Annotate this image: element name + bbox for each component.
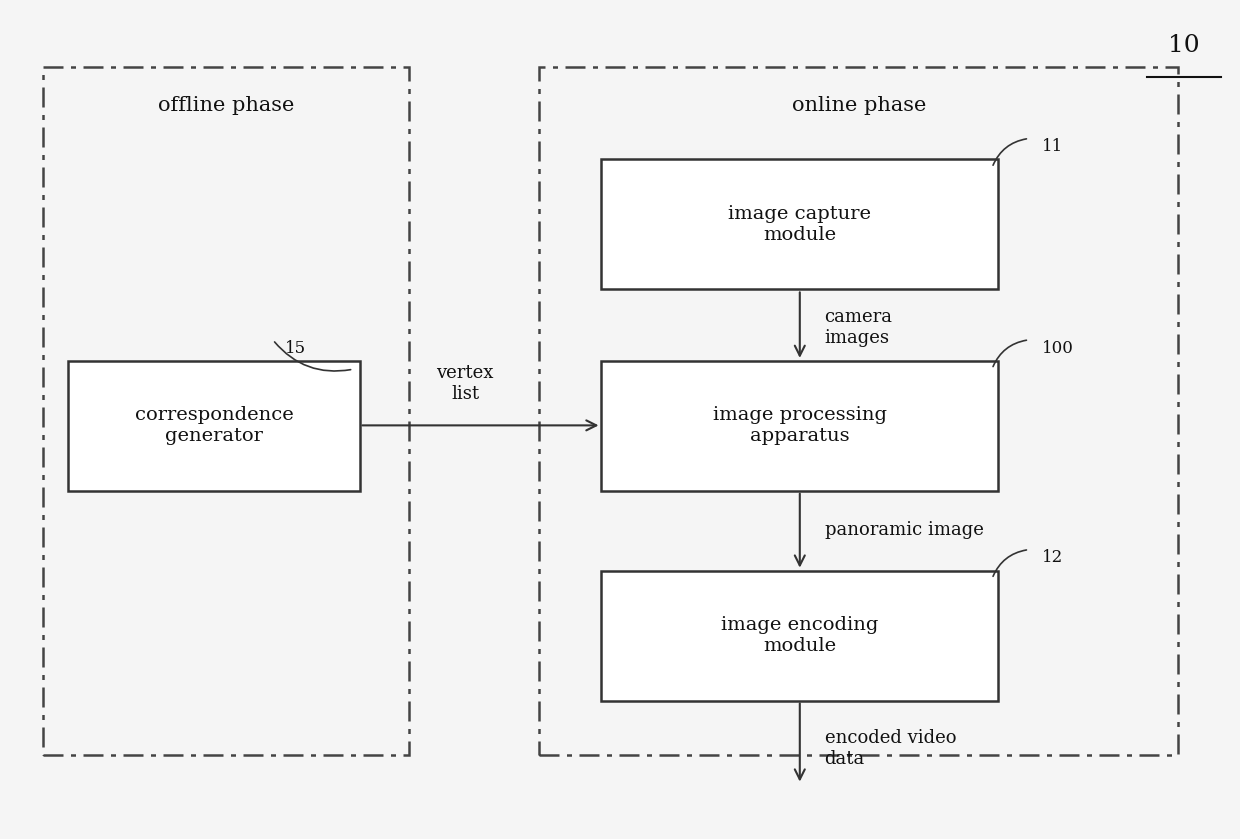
Text: online phase: online phase [791,96,926,116]
Bar [43,67,409,755]
Text: 11: 11 [1042,138,1063,155]
Bar [601,159,998,289]
Bar [68,361,360,491]
Text: encoded video
data: encoded video data [825,729,956,768]
Text: image processing
apparatus: image processing apparatus [713,406,887,446]
Text: panoramic image: panoramic image [825,521,983,539]
Text: image capture
module: image capture module [728,205,872,244]
Text: offline phase: offline phase [159,96,294,116]
Text: correspondence
generator: correspondence generator [134,406,294,446]
Bar [601,361,998,491]
Text: camera
images: camera images [825,308,893,347]
Bar [539,67,1178,755]
Text: 10: 10 [1168,34,1200,56]
Text: image encoding
module: image encoding module [722,616,878,655]
Bar [601,571,998,701]
Text: 100: 100 [1042,340,1074,357]
Text: 15: 15 [285,340,306,357]
Text: vertex
list: vertex list [436,364,494,403]
Text: 12: 12 [1042,550,1063,566]
